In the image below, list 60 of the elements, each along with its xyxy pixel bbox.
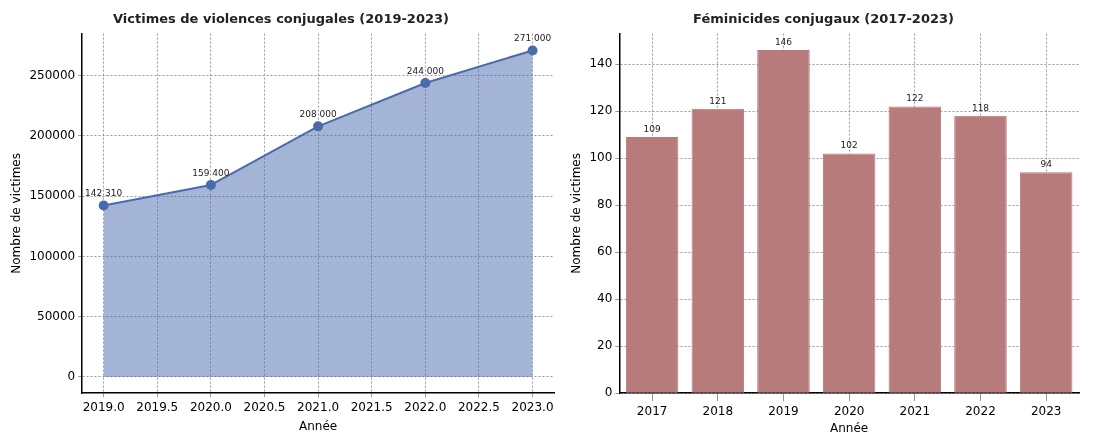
y-tick-label: 50000	[37, 308, 76, 323]
data-label: 122	[906, 93, 924, 104]
x-tick-label: 2022	[965, 403, 996, 418]
y-axis-title: Nombre de victimes	[9, 153, 24, 274]
x-tick-label: 2021.0	[297, 399, 340, 414]
y-tick-label: 80	[597, 197, 613, 212]
y-tick-label: 40	[597, 291, 613, 306]
data-label: 102	[840, 140, 858, 151]
y-tick-label: 100	[589, 150, 613, 165]
data-label: 208 000	[299, 109, 337, 120]
x-tick-label: 2017	[636, 403, 668, 418]
bar	[954, 115, 1007, 393]
chart-title: Victimes de violences conjugales (2019-2023)	[113, 11, 449, 27]
data-label: 244 000	[406, 65, 445, 76]
x-tick-label: 2023.0	[511, 399, 554, 414]
x-tick-label: 2022.0	[404, 399, 447, 414]
data-label: 121	[709, 95, 727, 106]
y-tick-label: 150000	[29, 188, 76, 203]
point	[420, 77, 431, 88]
point	[313, 121, 324, 132]
x-tick-label: 2019.5	[136, 399, 179, 414]
x-axis-title: Année	[299, 418, 338, 433]
x-tick-label: 2019.0	[82, 399, 125, 414]
bar	[888, 106, 942, 393]
x-tick-label: 2022.5	[457, 399, 500, 414]
bar	[757, 50, 810, 393]
y-tick-label: 120	[589, 103, 613, 118]
x-tick-label: 2020	[833, 403, 865, 418]
data-label: 271 000	[513, 33, 552, 44]
y-tick-label: 200000	[29, 128, 76, 143]
x-tick-label: 2018	[702, 403, 734, 418]
y-tick-label: 0	[604, 385, 613, 400]
x-tick-label: 2023	[1030, 403, 1062, 418]
x-tick-label: 2020.5	[243, 399, 286, 414]
data-label: 159 400	[192, 167, 230, 178]
y-tick-label: 0	[67, 369, 76, 384]
data-label: 94	[1040, 159, 1053, 170]
x-tick-label: 2020.0	[189, 399, 232, 414]
bar	[822, 153, 876, 393]
x-tick-label: 2019	[768, 403, 799, 418]
y-axis-title: Nombre de victimes	[569, 153, 584, 274]
x-axis-title: Année	[830, 420, 869, 435]
data-label: 109	[643, 123, 661, 134]
bar	[691, 108, 745, 393]
data-label: 118	[971, 102, 990, 113]
point	[205, 179, 216, 190]
bar	[1019, 172, 1073, 393]
bar	[625, 137, 679, 393]
y-tick-label: 60	[597, 244, 613, 259]
x-tick-label: 2021.5	[350, 399, 393, 414]
data-label: 146	[774, 36, 793, 47]
point	[527, 45, 538, 56]
point	[98, 200, 109, 211]
y-tick-label: 250000	[29, 67, 76, 82]
y-tick-label: 20	[597, 338, 613, 353]
y-tick-label: 100000	[29, 248, 76, 263]
y-tick-label: 140	[589, 56, 613, 71]
data-label: 142 310	[85, 188, 123, 199]
x-tick-label: 2021	[899, 403, 931, 418]
chart-title: Féminicides conjugaux (2017-2023)	[693, 11, 954, 27]
